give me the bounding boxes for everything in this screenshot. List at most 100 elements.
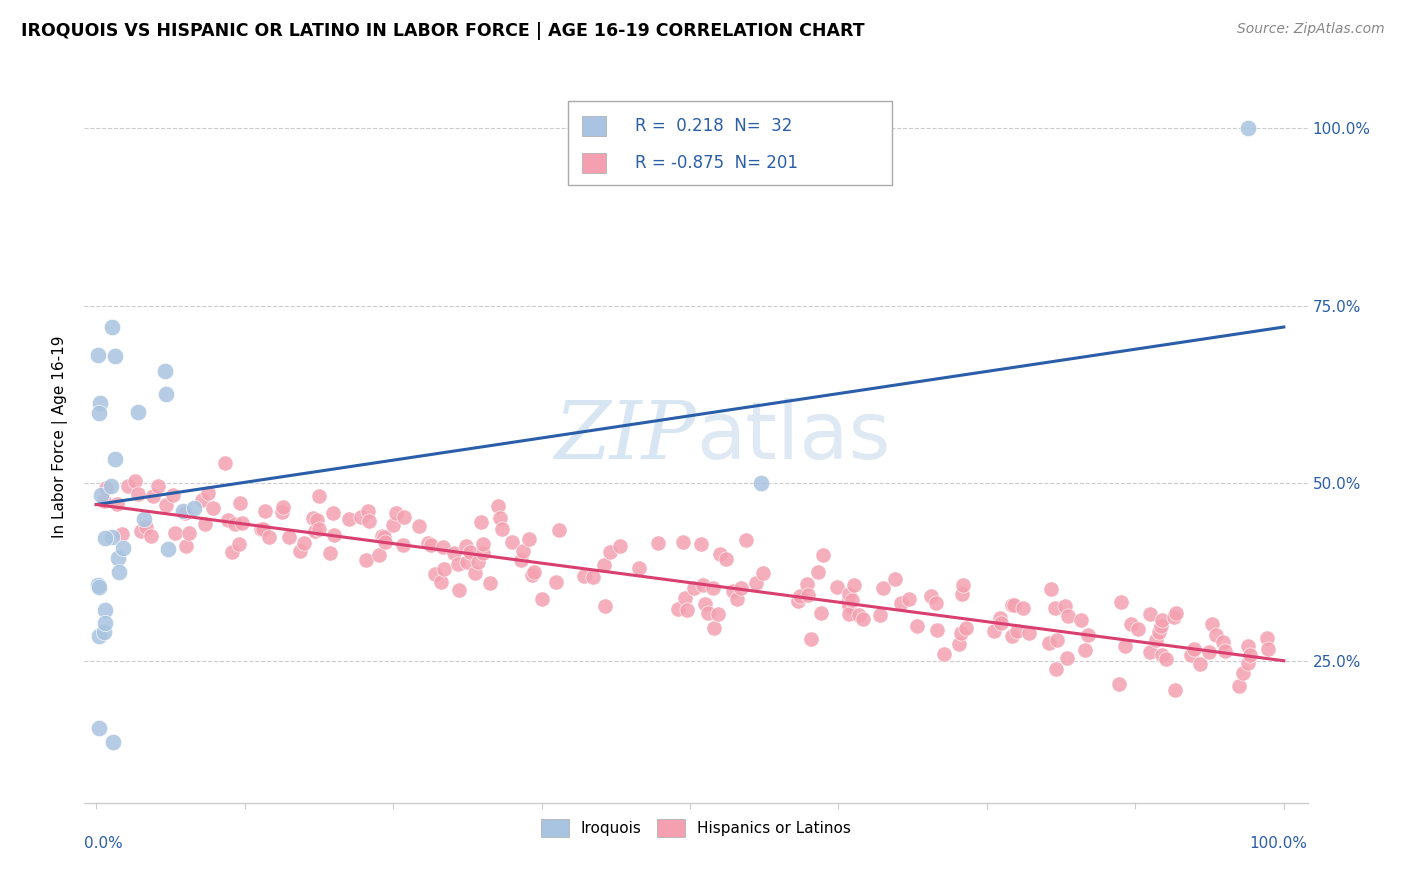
Point	[394, 509, 416, 524]
Point	[157, 542, 180, 557]
Point	[337, 512, 360, 526]
Point	[800, 632, 823, 646]
Point	[464, 566, 486, 581]
Point	[1002, 598, 1025, 612]
Point	[1057, 609, 1080, 624]
Point	[432, 540, 454, 554]
Point	[308, 522, 330, 536]
Point	[479, 576, 502, 591]
Point	[1239, 648, 1261, 662]
Point	[838, 607, 860, 621]
Point	[127, 487, 149, 501]
Point	[509, 553, 531, 567]
Point	[228, 537, 250, 551]
Point	[1237, 640, 1260, 654]
Point	[249, 522, 271, 536]
Point	[1038, 636, 1060, 650]
Point	[472, 546, 495, 560]
Point	[374, 535, 396, 549]
Point	[696, 606, 718, 620]
Point	[111, 526, 134, 541]
Point	[89, 396, 111, 410]
Point	[1166, 606, 1188, 620]
Point	[796, 589, 818, 603]
Point	[288, 544, 311, 558]
Point	[706, 607, 728, 621]
Point	[191, 492, 214, 507]
Point	[214, 456, 236, 470]
Point	[323, 528, 346, 542]
Point	[702, 581, 724, 595]
Point	[883, 572, 905, 586]
Point	[357, 504, 380, 518]
Point	[721, 584, 744, 599]
Point	[983, 624, 1005, 639]
Point	[177, 526, 200, 541]
Point	[104, 451, 127, 466]
Point	[392, 538, 415, 552]
Point	[292, 536, 315, 550]
Point	[107, 565, 129, 579]
Text: IROQUOIS VS HISPANIC OR LATINO IN LABOR FORCE | AGE 16-19 CORRELATION CHART: IROQUOIS VS HISPANIC OR LATINO IN LABOR …	[21, 22, 865, 40]
Point	[104, 349, 127, 363]
Point	[87, 721, 110, 735]
Point	[1121, 616, 1143, 631]
Point	[148, 479, 170, 493]
Point	[304, 524, 326, 539]
Point	[456, 555, 478, 569]
Point	[456, 539, 478, 553]
Point	[1018, 626, 1040, 640]
Point	[305, 513, 328, 527]
Point	[1201, 617, 1223, 632]
Point	[890, 596, 912, 610]
Text: atlas: atlas	[696, 398, 890, 476]
Point	[129, 524, 152, 538]
Text: 100.0%: 100.0%	[1250, 836, 1308, 851]
Point	[1205, 628, 1227, 642]
Point	[183, 500, 205, 515]
Point	[599, 545, 621, 559]
Point	[932, 647, 955, 661]
Point	[370, 528, 392, 542]
Point	[501, 534, 523, 549]
Point	[837, 595, 859, 609]
Point	[752, 566, 775, 580]
Point	[745, 575, 768, 590]
Point	[221, 545, 243, 559]
Point	[87, 580, 110, 594]
Point	[117, 479, 139, 493]
Point	[593, 558, 616, 572]
Point	[1237, 121, 1260, 136]
Point	[1256, 631, 1278, 645]
Point	[1039, 582, 1062, 597]
Point	[447, 557, 470, 571]
Point	[472, 537, 495, 551]
Point	[1077, 628, 1099, 642]
Point	[948, 637, 970, 651]
Point	[950, 587, 973, 601]
Point	[1257, 641, 1279, 656]
Point	[990, 616, 1012, 631]
Point	[124, 475, 146, 489]
Point	[787, 594, 810, 608]
Point	[259, 530, 281, 544]
Text: R =  0.218  N=  32: R = 0.218 N= 32	[636, 117, 792, 136]
Point	[231, 516, 253, 530]
Point	[1154, 652, 1177, 666]
Point	[155, 386, 177, 401]
Point	[1189, 657, 1212, 672]
Point	[574, 569, 596, 583]
Point	[172, 504, 194, 518]
Point	[838, 587, 860, 601]
Point	[228, 495, 250, 509]
Text: ZIP: ZIP	[554, 399, 696, 475]
Point	[955, 621, 977, 635]
Point	[202, 501, 225, 516]
Point	[111, 541, 134, 555]
Point	[93, 493, 115, 508]
Point	[1150, 613, 1173, 627]
Point	[174, 506, 197, 520]
Point	[730, 581, 752, 595]
Point	[419, 538, 441, 552]
Point	[197, 486, 219, 500]
